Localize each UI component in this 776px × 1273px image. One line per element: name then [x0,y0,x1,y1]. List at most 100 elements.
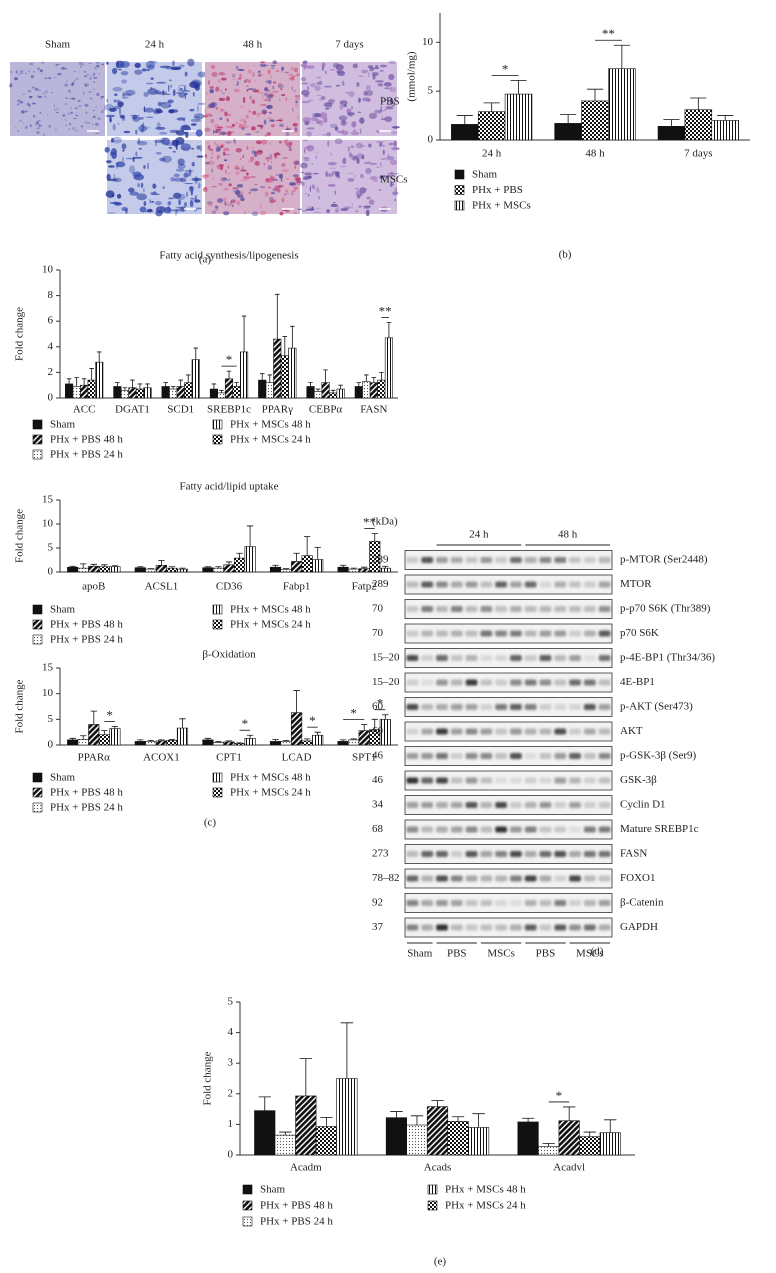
tissue-texture [105,114,116,118]
tissue-texture [80,65,83,68]
band [554,753,567,759]
tissue-texture [391,171,393,175]
band [510,875,522,882]
tissue-texture [385,106,394,110]
error-bar [382,714,389,720]
error-bar [586,88,604,101]
band [598,606,611,612]
tissue-texture [167,84,170,93]
error-bar [236,552,243,559]
tissue-texture [168,146,173,149]
error-bar [69,737,76,740]
tissue-texture [327,161,337,166]
legend-swatch [212,419,223,430]
tissue-texture [236,80,239,86]
error-bar [320,1116,333,1127]
error-bar [299,1058,312,1096]
error-bar [158,560,165,566]
bar [504,93,533,141]
band [406,704,419,710]
kda-label: 289 [372,554,389,566]
tissue-texture [210,64,216,69]
error-bar [330,389,336,393]
tissue-texture [356,190,358,194]
blot-strip [404,574,613,595]
tissue-texture [311,163,314,165]
tissue-texture [259,210,267,216]
error-bar [147,739,155,742]
error-bar [521,1117,535,1122]
tissue-texture [89,77,92,80]
y-tick-label: 15 [42,662,54,674]
tissue-texture [140,127,145,133]
tissue-texture [259,63,267,68]
tissue-texture [360,191,363,197]
tissue-texture [290,67,294,71]
tissue-texture [329,123,338,128]
tissue-texture [254,153,260,156]
tissue-texture [358,205,362,208]
band [436,606,448,612]
blot-strip [404,893,613,913]
legend-label: PHx + MSCs 24 h [230,619,311,631]
band [465,655,478,661]
band [510,826,522,833]
tissue-texture [87,73,89,76]
y-tick-label: 2 [228,1087,234,1099]
tissue-texture [183,117,186,122]
tissue-texture [109,117,112,123]
tissue-texture [239,179,247,182]
tissue-texture [307,193,310,197]
bar [135,388,145,399]
tissue-texture [204,154,208,158]
band [465,557,478,563]
x-tick-label: Acadm [290,1162,322,1174]
tissue-texture [310,82,316,88]
tissue-texture [189,108,195,112]
tissue-texture [230,79,238,81]
tissue-texture [302,139,309,142]
micrograph [300,60,400,137]
micrograph [9,61,105,136]
tissue-texture [251,211,259,217]
error-bar [308,382,313,387]
y-tick-label: 5 [228,996,234,1008]
tissue-texture [351,106,353,110]
tissue-texture [330,152,332,156]
tissue-texture [369,162,378,165]
y-tick-label: 10 [42,687,54,699]
tissue-texture [269,154,272,157]
tissue-texture [154,139,163,144]
tissue-texture [233,137,236,144]
bar [329,392,338,399]
tissue-texture [377,83,384,87]
tissue-texture [36,127,40,129]
tissue-texture [334,138,343,145]
tissue-texture [394,187,398,192]
tissue-texture [244,210,246,215]
tissue-texture [93,76,98,79]
tissue-texture [205,92,209,95]
band [569,826,581,833]
tissue-texture [235,65,239,70]
tissue-texture [326,173,334,177]
tissue-texture [196,145,201,150]
bar [176,727,189,746]
tissue-texture [388,60,396,65]
y-tick-label: 3 [228,1057,234,1069]
significance-mark: * [226,352,233,367]
error-bar [340,1022,354,1079]
tissue-texture [256,124,264,127]
tissue-texture [252,71,255,78]
bar [301,740,313,746]
tissue-texture [97,117,101,120]
tissue-texture [61,66,66,70]
band [450,728,463,735]
tissue-texture [95,105,97,109]
y-axis-label: Fold change [14,509,26,563]
tissue-texture [274,186,282,192]
tissue-texture [215,106,219,111]
tissue-texture [261,61,264,64]
tissue-texture [278,141,282,144]
bar [684,109,713,141]
